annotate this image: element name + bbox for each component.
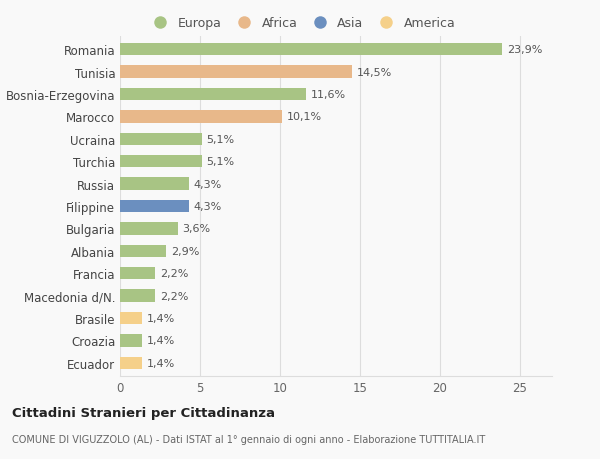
Legend: Europa, Africa, Asia, America: Europa, Africa, Asia, America xyxy=(143,12,460,35)
Bar xyxy=(120,312,142,325)
Bar xyxy=(120,44,502,56)
Bar xyxy=(120,89,305,101)
Bar xyxy=(120,223,178,235)
Bar xyxy=(120,156,202,168)
Bar xyxy=(120,67,352,78)
Bar xyxy=(120,201,189,213)
Bar xyxy=(120,268,155,280)
Text: COMUNE DI VIGUZZOLO (AL) - Dati ISTAT al 1° gennaio di ogni anno - Elaborazione : COMUNE DI VIGUZZOLO (AL) - Dati ISTAT al… xyxy=(12,434,485,444)
Bar xyxy=(120,111,281,123)
Bar xyxy=(120,335,142,347)
Text: Cittadini Stranieri per Cittadinanza: Cittadini Stranieri per Cittadinanza xyxy=(12,406,275,419)
Text: 5,1%: 5,1% xyxy=(206,134,235,145)
Bar xyxy=(120,290,155,302)
Text: 3,6%: 3,6% xyxy=(182,224,211,234)
Bar xyxy=(120,245,166,257)
Text: 2,2%: 2,2% xyxy=(160,269,188,279)
Text: 1,4%: 1,4% xyxy=(147,358,175,368)
Text: 2,2%: 2,2% xyxy=(160,291,188,301)
Bar xyxy=(120,357,142,369)
Text: 10,1%: 10,1% xyxy=(286,112,322,122)
Text: 5,1%: 5,1% xyxy=(206,157,235,167)
Text: 4,3%: 4,3% xyxy=(194,202,222,212)
Text: 11,6%: 11,6% xyxy=(310,90,346,100)
Bar xyxy=(120,178,189,190)
Text: 4,3%: 4,3% xyxy=(194,179,222,189)
Text: 1,4%: 1,4% xyxy=(147,336,175,346)
Text: 23,9%: 23,9% xyxy=(507,45,542,55)
Text: 1,4%: 1,4% xyxy=(147,313,175,323)
Text: 2,9%: 2,9% xyxy=(171,246,200,256)
Text: 14,5%: 14,5% xyxy=(357,67,392,78)
Bar xyxy=(120,134,202,146)
